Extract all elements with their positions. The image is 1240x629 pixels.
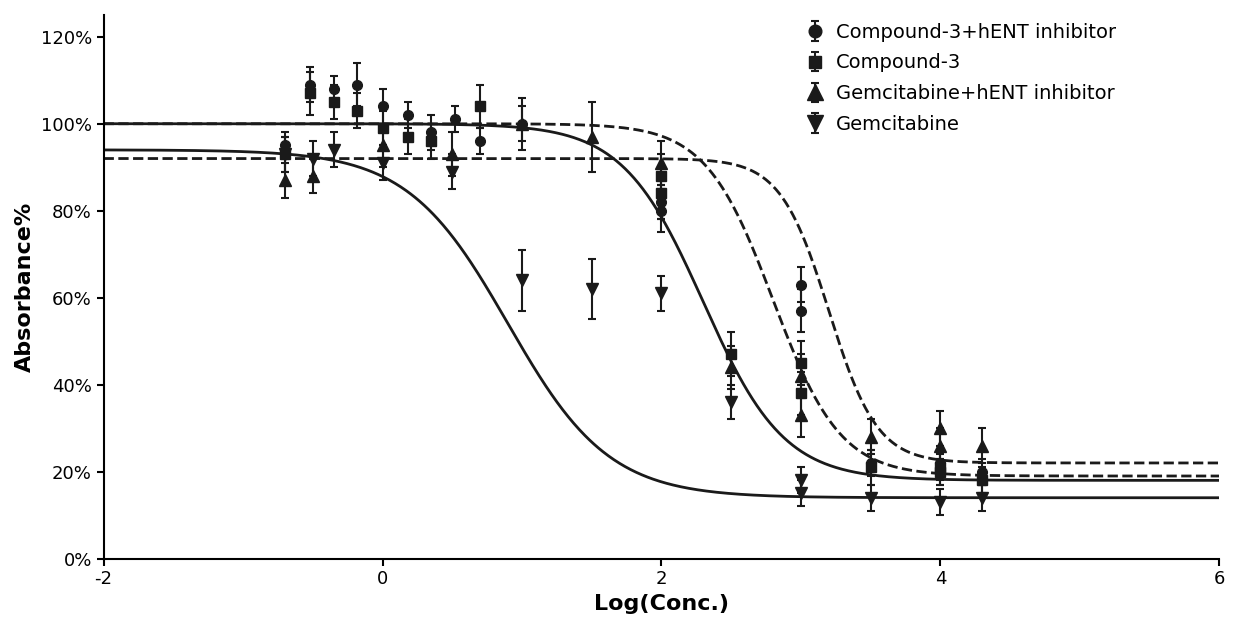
X-axis label: Log(Conc.): Log(Conc.) — [594, 594, 729, 614]
Y-axis label: Absorbance%: Absorbance% — [15, 202, 35, 372]
Legend: Compound-3+hENT inhibitor, Compound-3, Gemcitabine+hENT inhibitor, Gemcitabine: Compound-3+hENT inhibitor, Compound-3, G… — [795, 15, 1125, 142]
